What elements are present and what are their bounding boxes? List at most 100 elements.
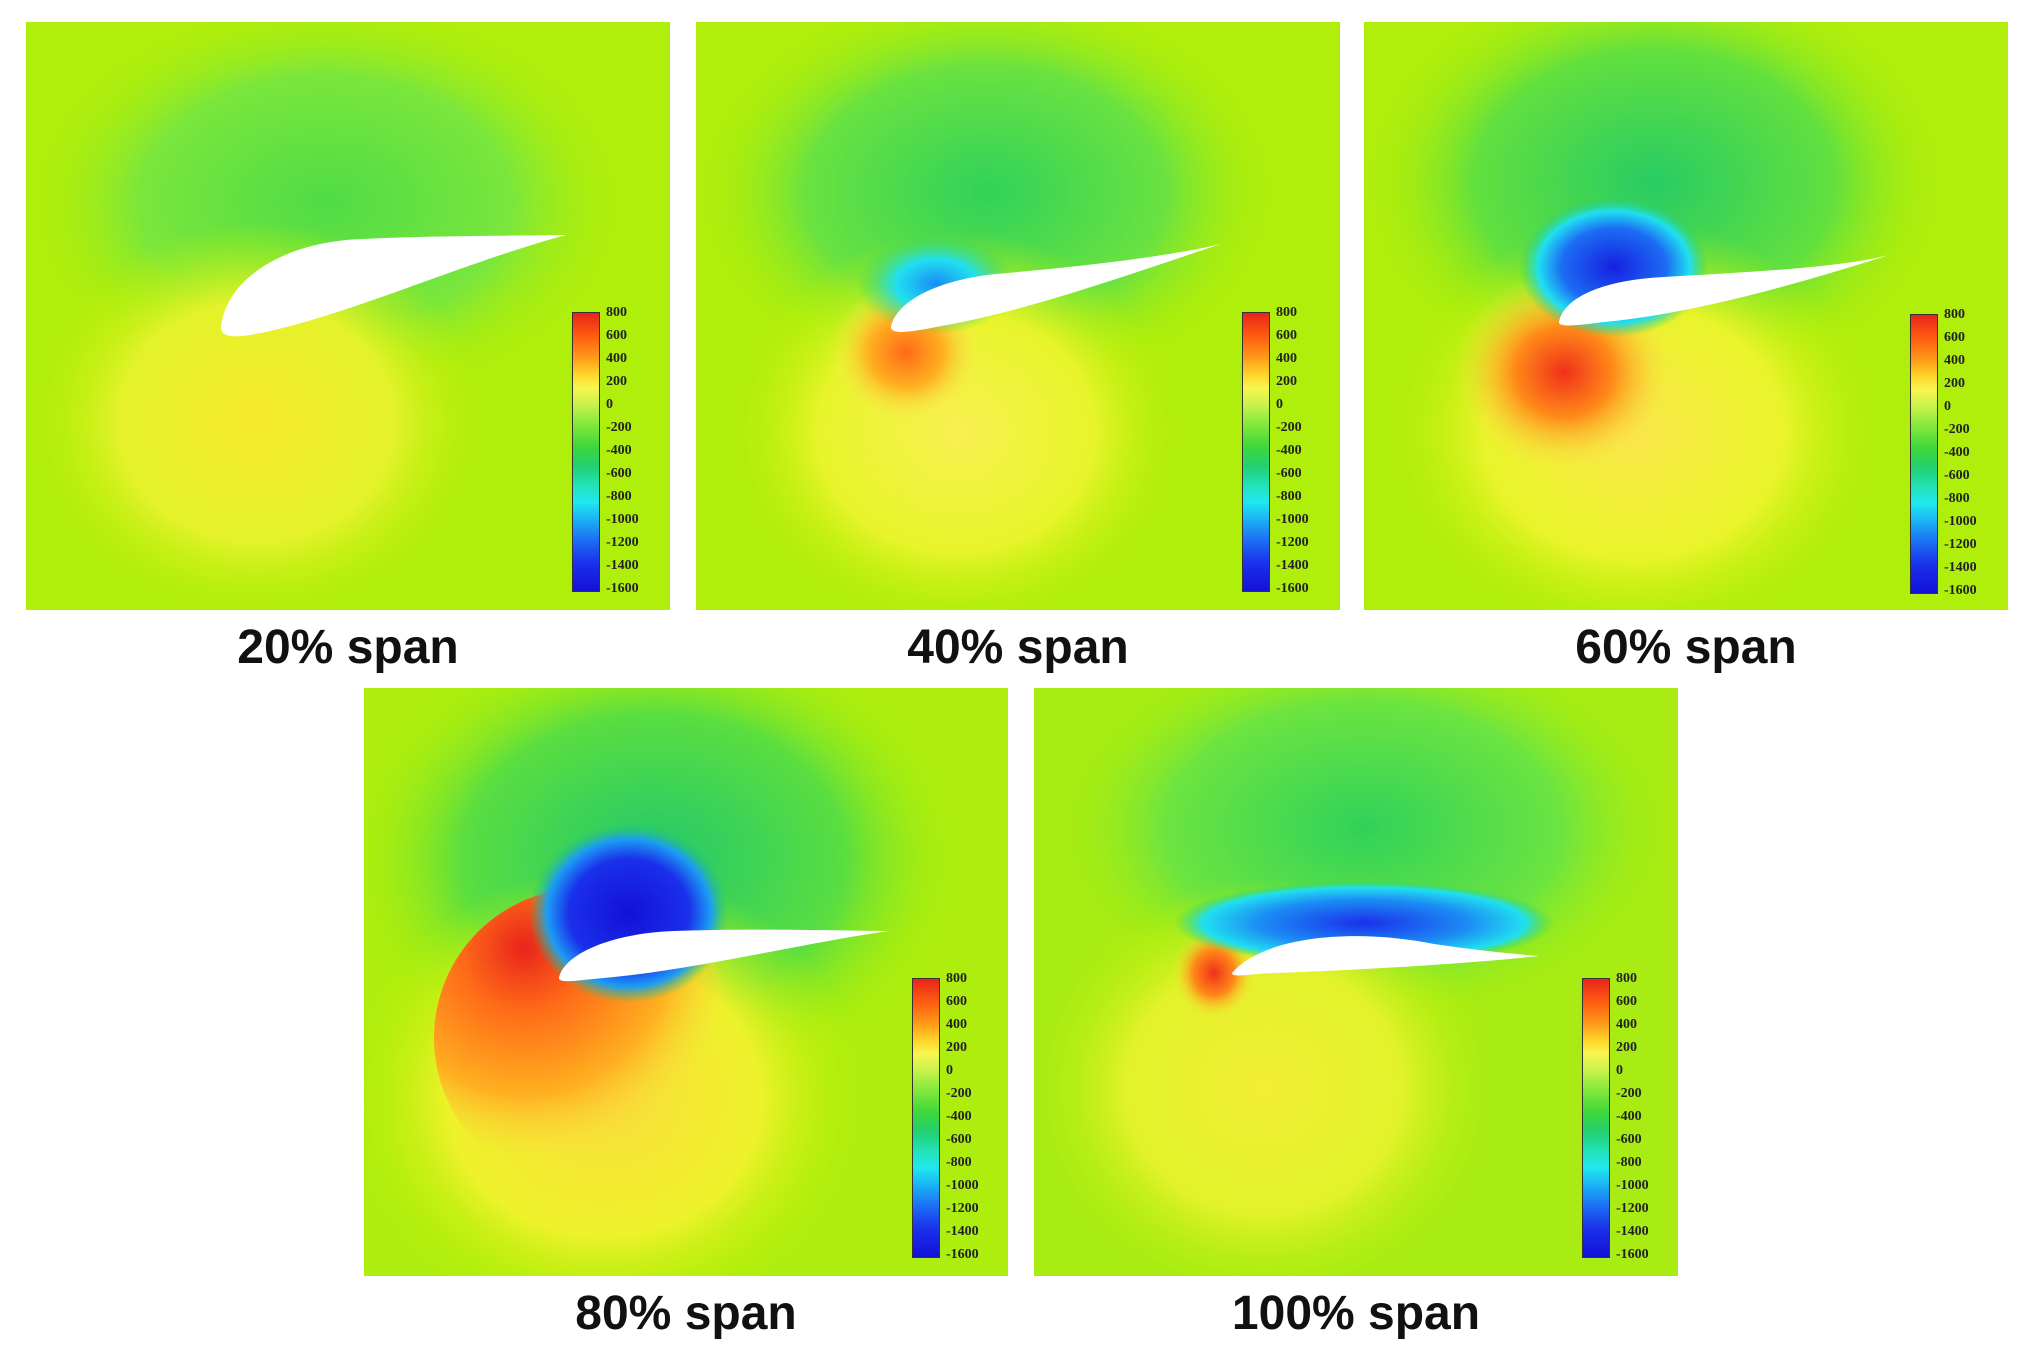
contour-panel-20-span: 800 600 400 200 0 -200 -400 -600 -800 -1… <box>26 22 670 610</box>
pressure-field-80-span <box>364 688 1008 1276</box>
colorbar-tick: 400 <box>1616 1017 1637 1032</box>
colorbar-tick: -1000 <box>1276 512 1309 527</box>
pressure-field-100-span <box>1034 688 1678 1276</box>
colorbar-tick: 0 <box>1944 399 1951 414</box>
colorbar-tick: -200 <box>946 1086 972 1101</box>
colorbar-tick: -600 <box>946 1132 972 1147</box>
colorbar-tick: 200 <box>606 374 627 389</box>
colorbar-tick: -1600 <box>1944 583 1977 598</box>
colorbar-tick: -1200 <box>1276 535 1309 550</box>
colorbar-ticks: 800 600 400 200 0 -200 -400 -600 -800 -1… <box>1276 306 1340 596</box>
colorbar-tick: 600 <box>1276 328 1297 343</box>
colorbar-tick: -800 <box>1616 1155 1642 1170</box>
colorbar-tick: -800 <box>606 489 632 504</box>
colorbar-ticks: 800 600 400 200 0 -200 -400 -600 -800 -1… <box>1944 308 2008 598</box>
colorbar-legend: 800 600 400 200 0 -200 -400 -600 -800 -1… <box>912 972 1008 1268</box>
airfoil-section <box>559 929 889 982</box>
colorbar-tick: -400 <box>1944 445 1970 460</box>
contour-panel-100-span: 800 600 400 200 0 -200 -400 -600 -800 -1… <box>1034 688 1678 1276</box>
panel-caption: 80% span <box>575 1287 797 1340</box>
colorbar-tick: -200 <box>606 420 632 435</box>
colorbar-legend: 800 600 400 200 0 -200 -400 -600 -800 -1… <box>1910 308 2008 604</box>
colorbar <box>1910 314 1938 594</box>
colorbar-legend: 800 600 400 200 0 -200 -400 -600 -800 -1… <box>1582 972 1678 1268</box>
panel-caption: 40% span <box>907 621 1129 674</box>
colorbar-tick: 200 <box>1276 374 1297 389</box>
colorbar-tick: 0 <box>606 397 613 412</box>
colorbar-tick: -1400 <box>606 558 639 573</box>
colorbar-tick: -1200 <box>946 1201 979 1216</box>
colorbar-tick: 200 <box>1944 376 1965 391</box>
colorbar-tick: 400 <box>946 1017 967 1032</box>
colorbar-tick: -200 <box>1616 1086 1642 1101</box>
colorbar-tick: -1600 <box>1276 581 1309 596</box>
panel-caption: 100% span <box>1231 1287 1481 1340</box>
colorbar-tick: -400 <box>1276 443 1302 458</box>
colorbar-tick: -1400 <box>946 1224 979 1239</box>
colorbar <box>1242 312 1270 592</box>
airfoil-section <box>891 244 1221 332</box>
colorbar-tick: -200 <box>1944 422 1970 437</box>
panel-caption: 20% span <box>237 621 459 674</box>
colorbar-tick: -800 <box>1276 489 1302 504</box>
colorbar-legend: 800 600 400 200 0 -200 -400 -600 -800 -1… <box>1242 306 1340 602</box>
colorbar-tick: -1400 <box>1276 558 1309 573</box>
colorbar-tick: 600 <box>1944 330 1965 345</box>
colorbar-tick: -1600 <box>946 1247 979 1262</box>
pressure-field-40-span <box>696 22 1340 610</box>
colorbar-tick: 800 <box>1944 307 1965 322</box>
contour-panel-60-span: 800 600 400 200 0 -200 -400 -600 -800 -1… <box>1364 22 2008 610</box>
colorbar-tick: -600 <box>1616 1132 1642 1147</box>
colorbar-tick: -1200 <box>1944 537 1977 552</box>
colorbar-tick: 800 <box>606 305 627 320</box>
colorbar-tick: 800 <box>1616 971 1637 986</box>
colorbar-tick: -1400 <box>1944 560 1977 575</box>
colorbar-tick: -1200 <box>1616 1201 1649 1216</box>
pressure-field-20-span <box>26 22 670 610</box>
colorbar-tick: -400 <box>946 1109 972 1124</box>
colorbar-tick: 400 <box>606 351 627 366</box>
colorbar-tick: 800 <box>946 971 967 986</box>
colorbar-tick: -1000 <box>1944 514 1977 529</box>
colorbar-tick: -1600 <box>606 581 639 596</box>
colorbar-tick: 200 <box>946 1040 967 1055</box>
contour-panel-40-span: 800 600 400 200 0 -200 -400 -600 -800 -1… <box>696 22 1340 610</box>
colorbar-tick: -800 <box>1944 491 1970 506</box>
colorbar-tick: -400 <box>606 443 632 458</box>
colorbar <box>912 978 940 1258</box>
colorbar-tick: -1600 <box>1616 1247 1649 1262</box>
colorbar-tick: 600 <box>1616 994 1637 1009</box>
colorbar-tick: 400 <box>1276 351 1297 366</box>
colorbar-tick: -600 <box>1944 468 1970 483</box>
pressure-field-60-span <box>1364 22 2008 610</box>
colorbar-tick: -600 <box>606 466 632 481</box>
colorbar-tick: 800 <box>1276 305 1297 320</box>
contour-panel-80-span: 800 600 400 200 0 -200 -400 -600 -800 -1… <box>364 688 1008 1276</box>
colorbar-tick: -1000 <box>946 1178 979 1193</box>
colorbar-ticks: 800 600 400 200 0 -200 -400 -600 -800 -1… <box>946 972 1008 1262</box>
colorbar-tick: 0 <box>1276 397 1283 412</box>
colorbar <box>572 312 600 592</box>
colorbar-tick: 0 <box>946 1063 953 1078</box>
colorbar-tick: 600 <box>946 994 967 1009</box>
colorbar-tick: 400 <box>1944 353 1965 368</box>
colorbar-tick: -400 <box>1616 1109 1642 1124</box>
colorbar-tick: -600 <box>1276 466 1302 481</box>
colorbar-ticks: 800 600 400 200 0 -200 -400 -600 -800 -1… <box>1616 972 1678 1262</box>
colorbar-tick: 0 <box>1616 1063 1623 1078</box>
colorbar-tick: -200 <box>1276 420 1302 435</box>
colorbar-tick: -1000 <box>606 512 639 527</box>
colorbar-tick: 600 <box>606 328 627 343</box>
colorbar-tick: -1400 <box>1616 1224 1649 1239</box>
colorbar-tick: -1200 <box>606 535 639 550</box>
colorbar-tick: -800 <box>946 1155 972 1170</box>
colorbar-legend: 800 600 400 200 0 -200 -400 -600 -800 -1… <box>572 306 670 602</box>
colorbar-ticks: 800 600 400 200 0 -200 -400 -600 -800 -1… <box>606 306 670 596</box>
airfoil-section <box>221 235 566 337</box>
airfoil-section <box>1232 936 1539 976</box>
panel-caption: 60% span <box>1575 621 1797 674</box>
colorbar-tick: -1000 <box>1616 1178 1649 1193</box>
colorbar <box>1582 978 1610 1258</box>
colorbar-tick: 200 <box>1616 1040 1637 1055</box>
airfoil-section <box>1559 255 1889 326</box>
